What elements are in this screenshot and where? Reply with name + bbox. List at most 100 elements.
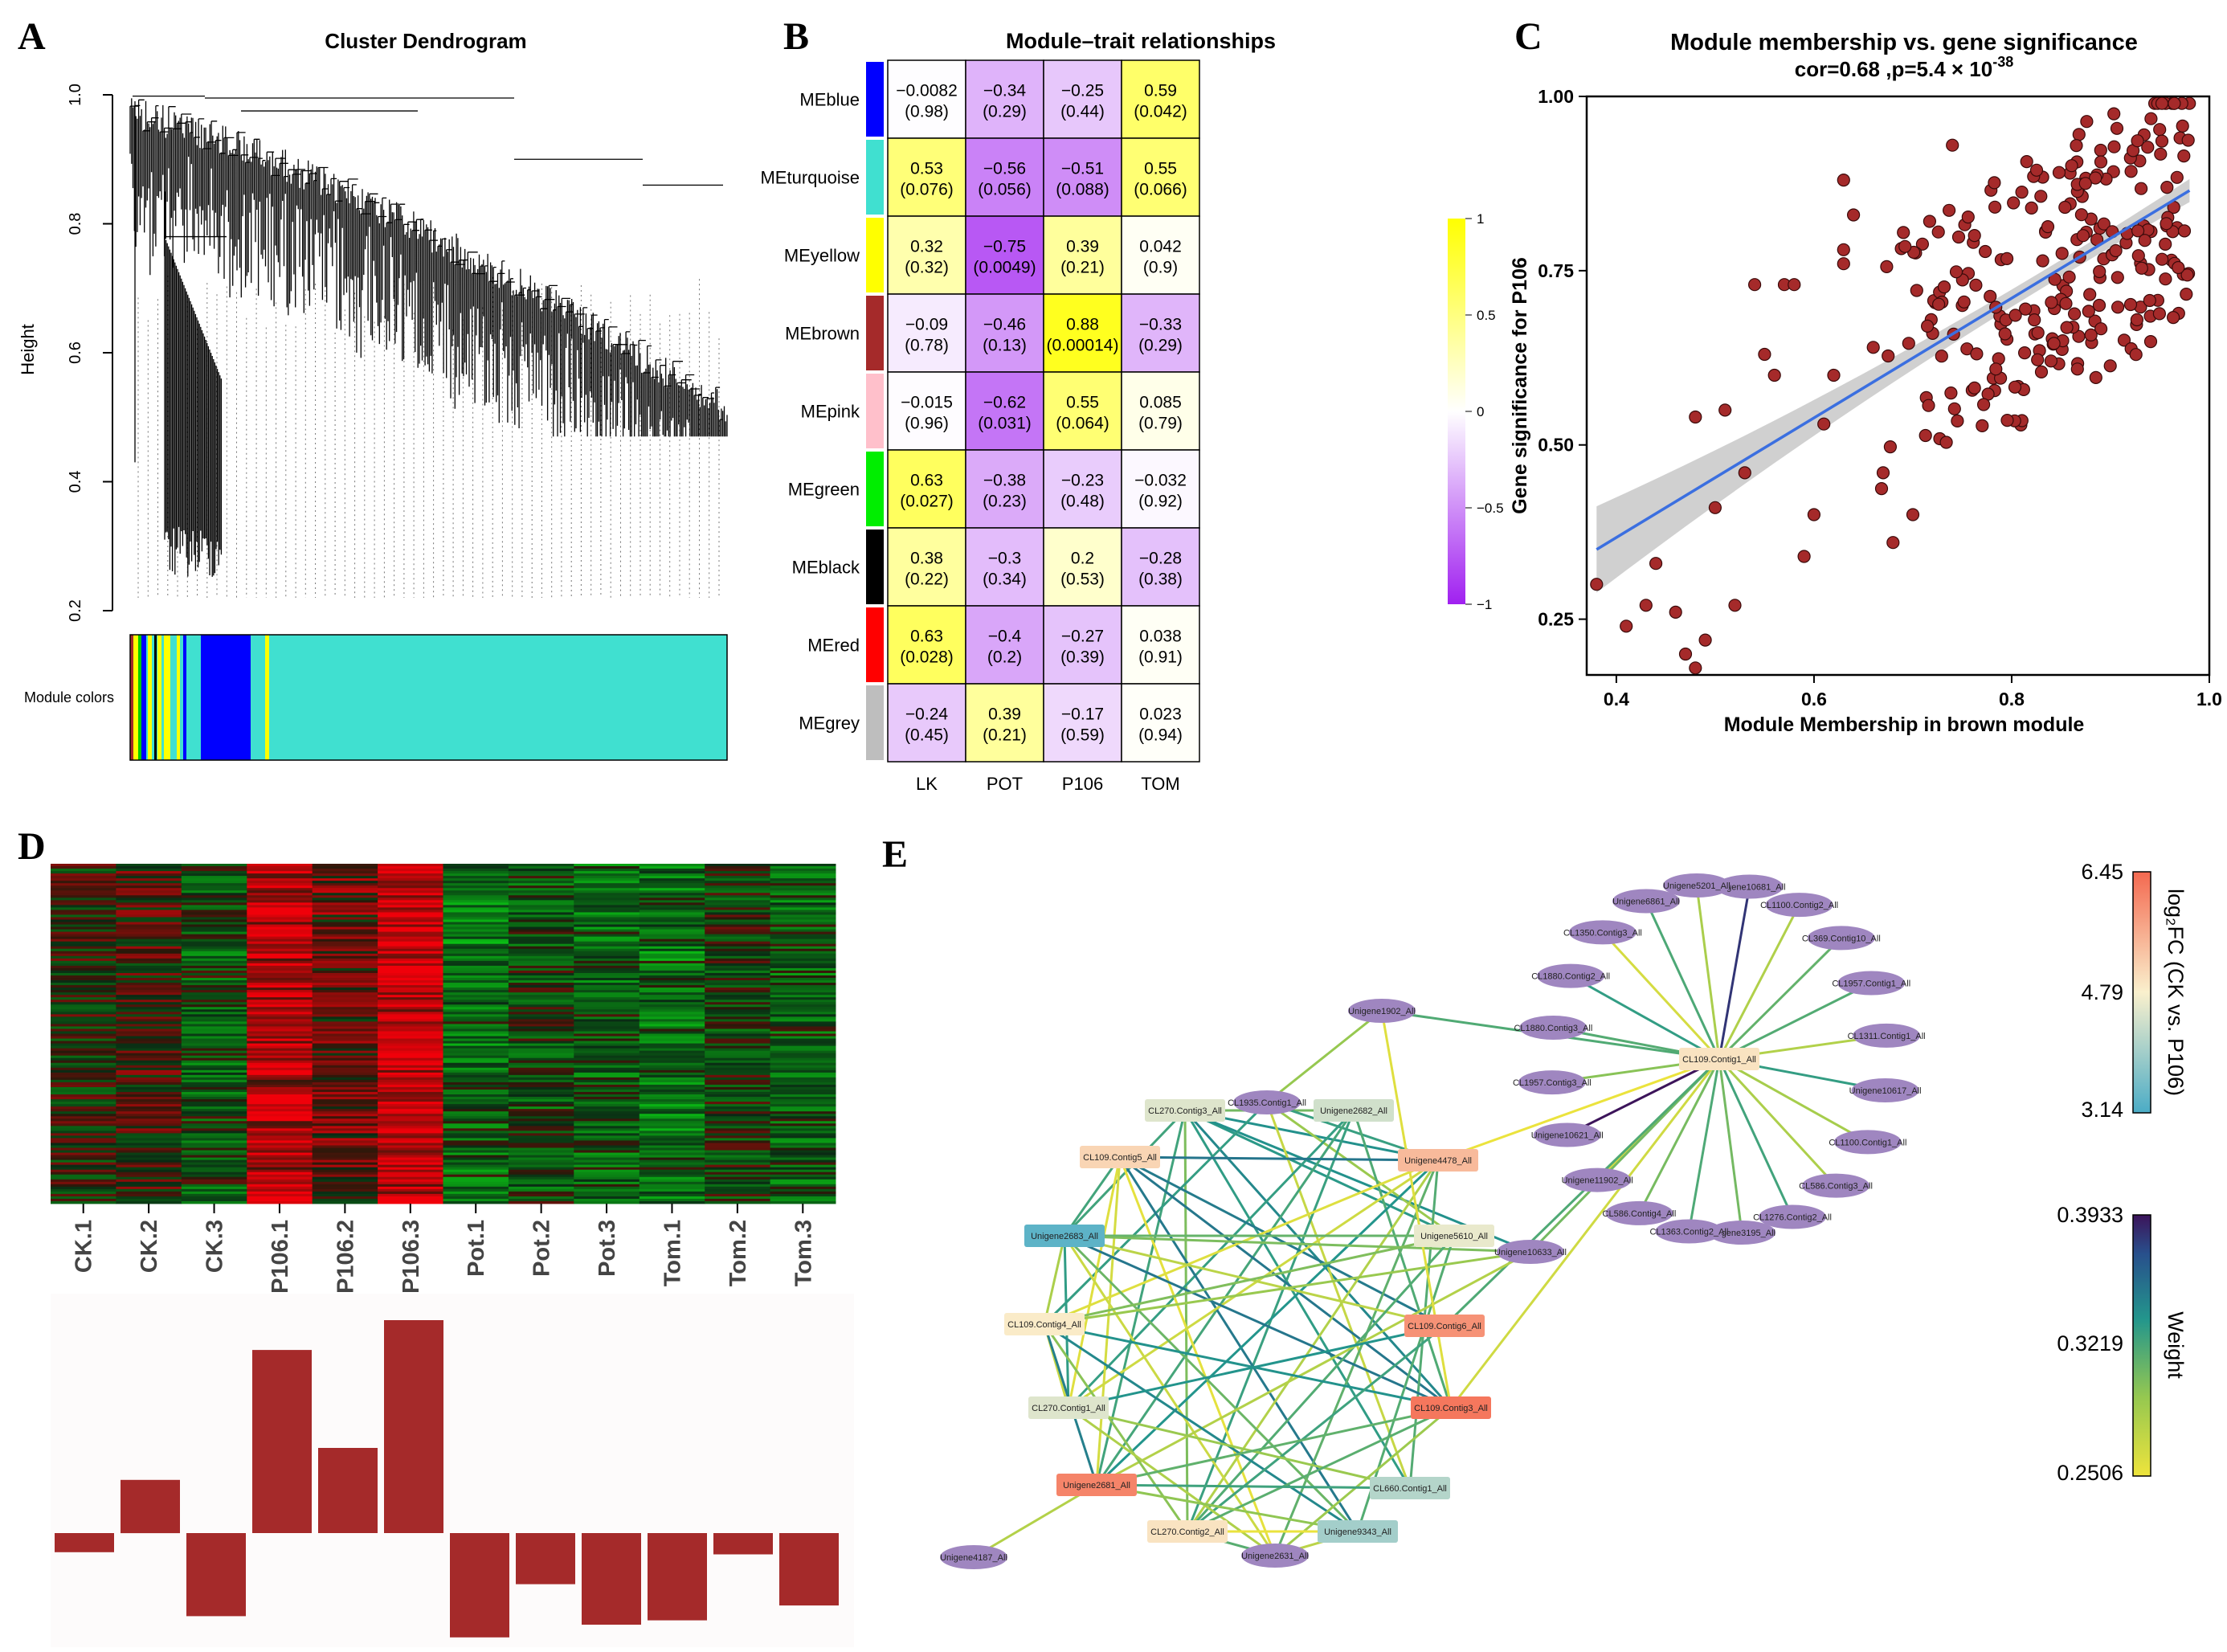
heatmap-cell	[247, 931, 313, 935]
heatmap-cell	[443, 1002, 509, 1005]
heatmap-cell	[508, 1082, 574, 1086]
network-node-hub	[1318, 1520, 1398, 1543]
eigengene-bar	[516, 1533, 575, 1585]
heatmap-cell	[574, 955, 640, 959]
heatmap-cell	[639, 1188, 705, 1192]
heatmap-cell	[181, 1198, 247, 1202]
heatmap-cell	[312, 1138, 378, 1141]
heatmap-cell	[181, 1060, 247, 1064]
heatmap-cell	[116, 1188, 182, 1192]
heatmap-cell	[574, 1084, 640, 1088]
heatmap-cell	[378, 1048, 443, 1052]
heatmap-cell	[51, 1126, 116, 1129]
scatter-point	[2168, 96, 2181, 110]
heatmap-cell	[181, 895, 247, 898]
heatmap-cell	[116, 878, 182, 881]
heatmap-cell	[378, 1200, 443, 1204]
heatmap-cell	[378, 1111, 443, 1114]
scatter-point	[2107, 140, 2121, 153]
module-trait-pvalue: (0.027)	[900, 493, 954, 511]
heatmap-cell	[181, 1016, 247, 1020]
heatmap-cell	[247, 943, 313, 947]
heatmap-cell	[443, 1021, 509, 1024]
heatmap-cell	[312, 1186, 378, 1190]
network-edge	[1044, 1323, 1359, 1533]
heatmap-cell	[116, 1067, 182, 1071]
heatmap-cell	[443, 1036, 509, 1039]
heatmap-cell	[705, 1186, 771, 1190]
heatmap-cell	[705, 912, 771, 915]
heatmap-cell	[770, 1121, 836, 1124]
heatmap-cell	[574, 885, 640, 889]
heatmap-cell	[116, 975, 182, 979]
scatter-point	[2144, 112, 2158, 125]
heatmap-cell	[705, 1133, 771, 1136]
heatmap-cell	[443, 955, 509, 959]
module-trait-cor: −0.24	[905, 705, 948, 724]
heatmap-cell	[639, 905, 705, 908]
heatmap-cell	[312, 1099, 378, 1102]
heatmap-cell	[770, 1126, 836, 1129]
eigengene-bar	[648, 1533, 707, 1621]
module-row-label: MEyellow	[784, 246, 860, 266]
heatmap-cell	[443, 895, 509, 898]
heatmap-cell	[770, 926, 836, 930]
module-trait-pvalue: (0.0049)	[973, 259, 1036, 277]
heatmap-cell	[378, 948, 443, 952]
heatmap-cell	[574, 1014, 640, 1017]
heatmap-cell	[378, 1123, 443, 1127]
network-node-label: Unigene2631_All	[1241, 1552, 1309, 1561]
heatmap-cell	[770, 1176, 836, 1180]
heatmap-cell	[378, 1000, 443, 1003]
module-trait-pvalue: (0.98)	[905, 103, 949, 121]
heatmap-cell	[508, 1102, 574, 1105]
heatmap-cell	[705, 988, 771, 991]
heatmap-cell	[574, 1104, 640, 1107]
heatmap-cell	[378, 1097, 443, 1100]
network-node-label: CL270.Contig2_All	[1150, 1527, 1224, 1537]
heatmap-cell	[574, 1053, 640, 1057]
heatmap-cell	[378, 1140, 443, 1143]
heatmap-cell	[770, 883, 836, 886]
heatmap-cell	[247, 1181, 313, 1185]
heatmap-cell	[705, 1038, 771, 1041]
heatmap-cell	[639, 1072, 705, 1076]
heatmap-cell	[247, 1009, 313, 1012]
heatmap-cell	[443, 1014, 509, 1017]
heatmap-cell	[51, 1106, 116, 1110]
heatmap-cell	[51, 1050, 116, 1054]
heatmap-cell	[247, 1123, 313, 1127]
heatmap-cell	[116, 919, 182, 922]
heatmap-cell	[247, 1055, 313, 1059]
heatmap-cell	[443, 1053, 509, 1057]
heatmap-cell	[639, 936, 705, 940]
heatmap-cell	[639, 1143, 705, 1146]
heatmap-cell	[181, 1159, 247, 1163]
heatmap-cell	[639, 972, 705, 976]
heatmap-cell	[508, 1138, 574, 1141]
scatter-point	[2129, 348, 2143, 362]
heatmap-cell	[247, 1028, 313, 1032]
heatmap-cell	[247, 960, 313, 964]
scatter-y-tick-label: 1.00	[1538, 86, 1574, 107]
network-edge	[1063, 1109, 1187, 1237]
heatmap-cell	[51, 910, 116, 913]
heatmap-cell	[705, 1140, 771, 1143]
heatmap-cell	[312, 997, 378, 1000]
heatmap-cell	[378, 1016, 443, 1020]
heatmap-cell	[508, 1118, 574, 1122]
eigengene-bar	[55, 1533, 114, 1552]
heatmap-cell	[116, 1099, 182, 1102]
heatmap-cell	[508, 881, 574, 884]
heatmap-cell	[705, 1131, 771, 1134]
heatmap-cell	[705, 1174, 771, 1178]
heatmap-cell	[574, 1140, 640, 1143]
heatmap-cell	[443, 914, 509, 918]
network-edge	[1265, 1102, 1412, 1489]
heatmap-cell	[378, 1026, 443, 1029]
scatter-point	[2020, 155, 2033, 169]
heatmap-cell	[574, 934, 640, 938]
heatmap-cell	[378, 1014, 443, 1017]
heatmap-cell	[639, 1024, 705, 1027]
heatmap-cell	[574, 1164, 640, 1168]
